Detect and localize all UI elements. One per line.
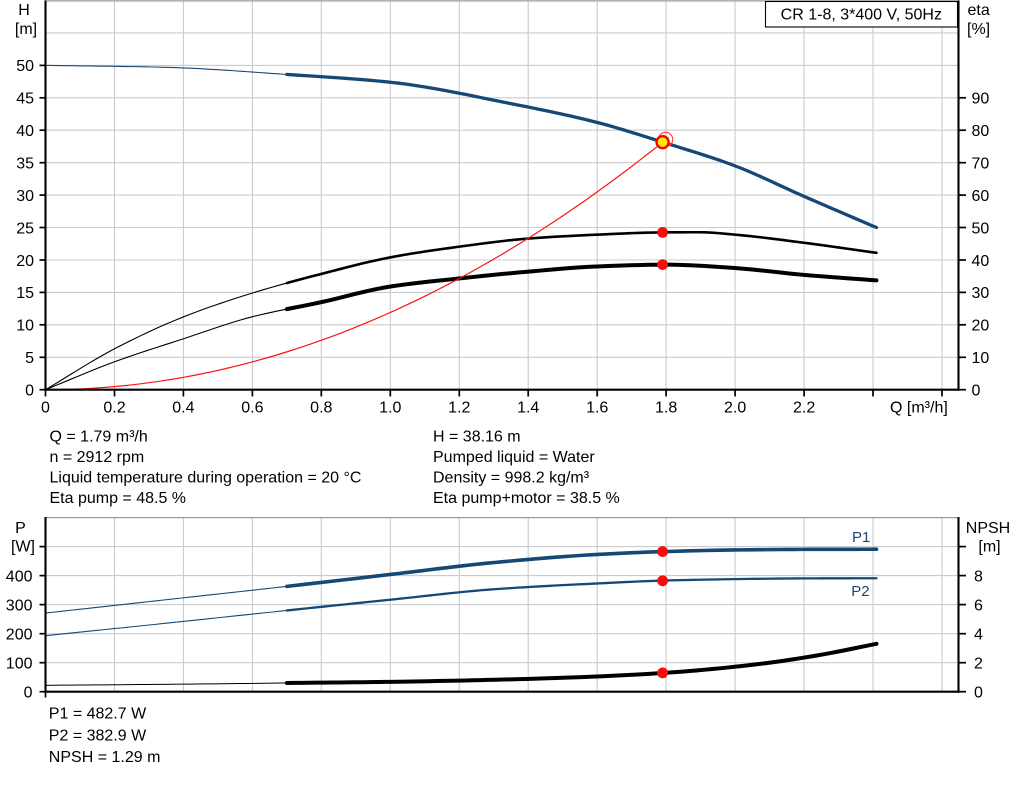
svg-text:60: 60 bbox=[972, 188, 990, 205]
svg-text:NPSH: NPSH bbox=[966, 520, 1010, 537]
svg-text:4: 4 bbox=[974, 627, 983, 644]
svg-text:Q [m³/h]: Q [m³/h] bbox=[890, 400, 948, 417]
svg-text:20: 20 bbox=[16, 253, 34, 270]
svg-text:0.6: 0.6 bbox=[241, 400, 263, 417]
svg-text:Pumped liquid = Water: Pumped liquid = Water bbox=[433, 449, 595, 466]
svg-text:50: 50 bbox=[16, 58, 34, 75]
svg-text:0: 0 bbox=[974, 685, 983, 702]
svg-text:0.2: 0.2 bbox=[103, 400, 125, 417]
svg-text:1.8: 1.8 bbox=[655, 400, 677, 417]
svg-text:Liquid temperature during oper: Liquid temperature during operation = 20… bbox=[50, 470, 362, 487]
svg-text:0.8: 0.8 bbox=[310, 400, 332, 417]
svg-text:5: 5 bbox=[25, 350, 34, 367]
svg-text:NPSH = 1.29 m: NPSH = 1.29 m bbox=[49, 749, 161, 766]
svg-text:1.4: 1.4 bbox=[517, 400, 539, 417]
svg-text:100: 100 bbox=[6, 656, 33, 673]
svg-text:80: 80 bbox=[972, 123, 990, 140]
svg-text:30: 30 bbox=[972, 285, 990, 302]
svg-text:P: P bbox=[15, 520, 26, 537]
svg-text:P2: P2 bbox=[851, 583, 869, 600]
svg-text:8: 8 bbox=[974, 568, 983, 585]
svg-text:[%]: [%] bbox=[967, 21, 990, 38]
svg-text:300: 300 bbox=[6, 597, 33, 614]
svg-text:n = 2912 rpm: n = 2912 rpm bbox=[50, 449, 145, 466]
svg-text:50: 50 bbox=[972, 220, 990, 237]
svg-text:10: 10 bbox=[972, 350, 990, 367]
svg-text:2.2: 2.2 bbox=[793, 400, 815, 417]
svg-text:0: 0 bbox=[41, 400, 50, 417]
svg-text:200: 200 bbox=[6, 627, 33, 644]
svg-text:45: 45 bbox=[16, 91, 34, 108]
svg-text:CR 1-8, 3*400 V, 50Hz: CR 1-8, 3*400 V, 50Hz bbox=[781, 7, 942, 24]
svg-text:H = 38.16 m: H = 38.16 m bbox=[433, 429, 521, 446]
svg-text:2.0: 2.0 bbox=[724, 400, 746, 417]
svg-text:30: 30 bbox=[16, 188, 34, 205]
svg-text:Density = 998.2 kg/m³: Density = 998.2 kg/m³ bbox=[433, 470, 590, 487]
svg-text:0.4: 0.4 bbox=[172, 400, 194, 417]
svg-text:20: 20 bbox=[972, 318, 990, 335]
svg-text:90: 90 bbox=[972, 91, 990, 108]
svg-text:40: 40 bbox=[16, 123, 34, 140]
svg-text:0: 0 bbox=[972, 383, 981, 400]
svg-text:40: 40 bbox=[972, 253, 990, 270]
svg-text:15: 15 bbox=[16, 285, 34, 302]
svg-text:P2 = 382.9 W: P2 = 382.9 W bbox=[49, 727, 147, 744]
svg-text:0: 0 bbox=[25, 383, 34, 400]
svg-text:2: 2 bbox=[974, 656, 983, 673]
svg-text:P1 = 482.7 W: P1 = 482.7 W bbox=[49, 706, 147, 723]
svg-text:Q = 1.79 m³/h: Q = 1.79 m³/h bbox=[50, 429, 148, 446]
svg-text:[W]: [W] bbox=[11, 539, 35, 556]
svg-text:0: 0 bbox=[24, 685, 33, 702]
svg-text:1.0: 1.0 bbox=[379, 400, 401, 417]
svg-text:Eta pump = 48.5 %: Eta pump = 48.5 % bbox=[50, 490, 187, 507]
svg-text:70: 70 bbox=[972, 156, 990, 173]
svg-text:[m]: [m] bbox=[978, 539, 1000, 556]
svg-text:1.2: 1.2 bbox=[448, 400, 470, 417]
svg-text:[m]: [m] bbox=[15, 21, 37, 38]
svg-text:1.6: 1.6 bbox=[586, 400, 608, 417]
svg-text:Eta pump+motor = 38.5 %: Eta pump+motor = 38.5 % bbox=[433, 490, 620, 507]
svg-text:35: 35 bbox=[16, 156, 34, 173]
svg-text:25: 25 bbox=[16, 220, 34, 237]
svg-text:6: 6 bbox=[974, 597, 983, 614]
svg-text:H: H bbox=[18, 2, 30, 19]
svg-text:P1: P1 bbox=[852, 529, 870, 546]
svg-text:10: 10 bbox=[16, 318, 34, 335]
svg-text:400: 400 bbox=[6, 568, 33, 585]
svg-text:eta: eta bbox=[968, 2, 990, 19]
